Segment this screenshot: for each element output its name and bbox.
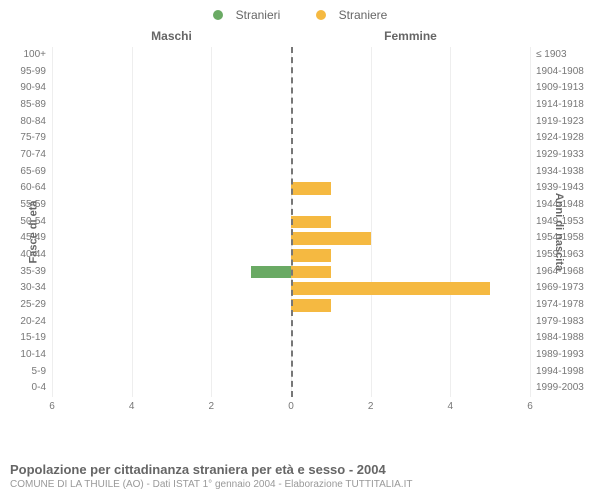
birth-year-label: 1974-1978 <box>530 297 584 314</box>
zero-axis <box>291 47 293 397</box>
age-label: 15-19 <box>20 330 52 347</box>
age-label: 35-39 <box>20 264 52 281</box>
birth-year-label: 1929-1933 <box>530 147 584 164</box>
birth-year-label: 1944-1948 <box>530 197 584 214</box>
birth-year-label: 1919-1923 <box>530 114 584 131</box>
bar-female <box>291 182 331 195</box>
age-label: 100+ <box>23 47 52 64</box>
birth-year-label: ≤ 1903 <box>530 47 567 64</box>
age-label: 60-64 <box>20 180 52 197</box>
birth-year-label: 1959-1963 <box>530 247 584 264</box>
age-label: 50-54 <box>20 214 52 231</box>
age-label: 80-84 <box>20 114 52 131</box>
age-label: 70-74 <box>20 147 52 164</box>
birth-year-label: 1979-1983 <box>530 314 584 331</box>
age-label: 20-24 <box>20 314 52 331</box>
x-tick-label: 6 <box>49 397 55 412</box>
bar-female <box>291 232 371 245</box>
birth-year-label: 1989-1993 <box>530 347 584 364</box>
birth-year-label: 1924-1928 <box>530 130 584 147</box>
circle-icon <box>316 10 326 20</box>
birth-year-label: 1954-1958 <box>530 230 584 247</box>
age-label: 90-94 <box>20 80 52 97</box>
age-label: 10-14 <box>20 347 52 364</box>
birth-year-label: 1994-1998 <box>530 364 584 381</box>
chart-footer: Popolazione per cittadinanza straniera p… <box>10 462 412 490</box>
birth-year-label: 1984-1988 <box>530 330 584 347</box>
x-tick-label: 2 <box>209 397 215 412</box>
x-tick-label: 4 <box>448 397 454 412</box>
age-label: 55-59 <box>20 197 52 214</box>
chart-subtitle: COMUNE DI LA THUILE (AO) - Dati ISTAT 1°… <box>10 479 412 490</box>
age-label: 0-4 <box>32 380 52 397</box>
legend-item-female: Straniere <box>308 8 396 22</box>
chart-container: Maschi Femmine Fasce di età Anni di nasc… <box>0 27 600 437</box>
age-label: 95-99 <box>20 64 52 81</box>
bar-female <box>291 299 331 312</box>
chart-plot-area: 6420246100+≤ 190395-991904-190890-941909… <box>52 47 530 397</box>
x-tick-label: 2 <box>368 397 374 412</box>
birth-year-label: 1964-1968 <box>530 264 584 281</box>
age-label: 85-89 <box>20 97 52 114</box>
x-tick-label: 4 <box>129 397 135 412</box>
age-label: 25-29 <box>20 297 52 314</box>
legend-label-male: Stranieri <box>236 8 281 22</box>
age-label: 45-49 <box>20 230 52 247</box>
chart-title: Popolazione per cittadinanza straniera p… <box>10 462 412 477</box>
birth-year-label: 1999-2003 <box>530 380 584 397</box>
age-label: 5-9 <box>32 364 52 381</box>
legend: Stranieri Straniere <box>0 0 600 27</box>
bar-female <box>291 282 490 295</box>
age-label: 65-69 <box>20 164 52 181</box>
birth-year-label: 1949-1953 <box>530 214 584 231</box>
column-title-male: Maschi <box>52 29 291 43</box>
circle-icon <box>213 10 223 20</box>
birth-year-label: 1934-1938 <box>530 164 584 181</box>
bar-female <box>291 249 331 262</box>
age-label: 75-79 <box>20 130 52 147</box>
birth-year-label: 1909-1913 <box>530 80 584 97</box>
legend-item-male: Stranieri <box>205 8 289 22</box>
birth-year-label: 1969-1973 <box>530 280 584 297</box>
age-label: 40-44 <box>20 247 52 264</box>
x-tick-label: 6 <box>527 397 533 412</box>
x-tick-label: 0 <box>288 397 294 412</box>
birth-year-label: 1914-1918 <box>530 97 584 114</box>
birth-year-label: 1939-1943 <box>530 180 584 197</box>
bar-male <box>251 266 291 279</box>
bar-female <box>291 216 331 229</box>
age-label: 30-34 <box>20 280 52 297</box>
column-title-female: Femmine <box>291 29 530 43</box>
birth-year-label: 1904-1908 <box>530 64 584 81</box>
bar-female <box>291 266 331 279</box>
legend-label-female: Straniere <box>339 8 388 22</box>
